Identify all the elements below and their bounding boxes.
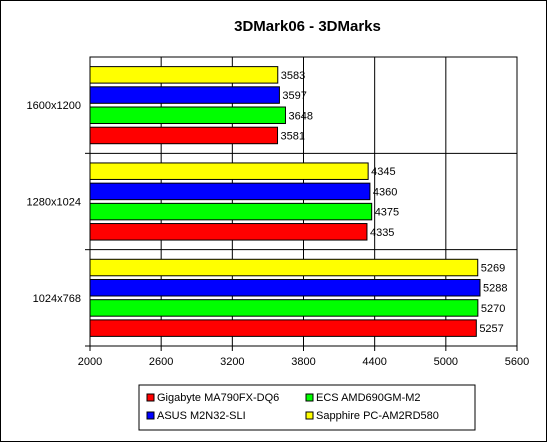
data-label: 3597 [282,90,306,102]
legend-box [138,384,476,431]
data-label: 5288 [483,283,507,295]
bar [89,223,368,241]
x-tick-label: 5000 [434,356,458,368]
data-label: 3581 [281,130,305,142]
bar [89,202,373,221]
data-label: 4345 [371,166,395,178]
y-tick-label: 1600x1200 [27,100,81,112]
x-tick-label: 4400 [362,356,386,368]
y-tick-label: 1024x768 [33,293,81,305]
data-label: 3648 [288,110,312,122]
bar [89,126,279,145]
bar [89,162,369,180]
x-tick-label: 3200 [220,356,244,368]
data-label: 4335 [370,227,394,239]
x-tick-label: 2000 [78,356,102,368]
bar [89,319,477,337]
legend-swatch [305,393,314,402]
legend-label: ECS AMD690GM-M2 [316,392,421,404]
bar [89,278,481,297]
x-tick-label: 2600 [149,356,173,368]
bar [89,106,286,125]
bar [89,66,279,84]
data-label: 5270 [481,303,505,315]
legend-swatch [146,393,155,402]
y-tick-label: 1280x1024 [27,197,81,209]
bar [89,86,280,104]
chart-title: 3DMark06 - 3DMarks [234,18,381,35]
legend-label: Gigabyte MA790FX-DQ6 [157,392,279,404]
legend-label: Sapphire PC-AM2RD580 [316,410,439,422]
x-tick-label: 3800 [291,356,315,368]
bar [89,258,479,277]
data-label: 4360 [373,186,397,198]
legend-label: ASUS M2N32-SLI [157,410,246,422]
x-tick-label: 5600 [505,356,529,368]
data-label: 4375 [375,207,399,219]
data-label: 5269 [481,263,505,275]
bar [89,182,371,201]
legend-swatch [146,411,155,420]
data-label: 3583 [281,70,305,82]
legend-swatch [305,411,314,420]
bar [89,299,479,317]
data-label: 5257 [479,323,503,335]
